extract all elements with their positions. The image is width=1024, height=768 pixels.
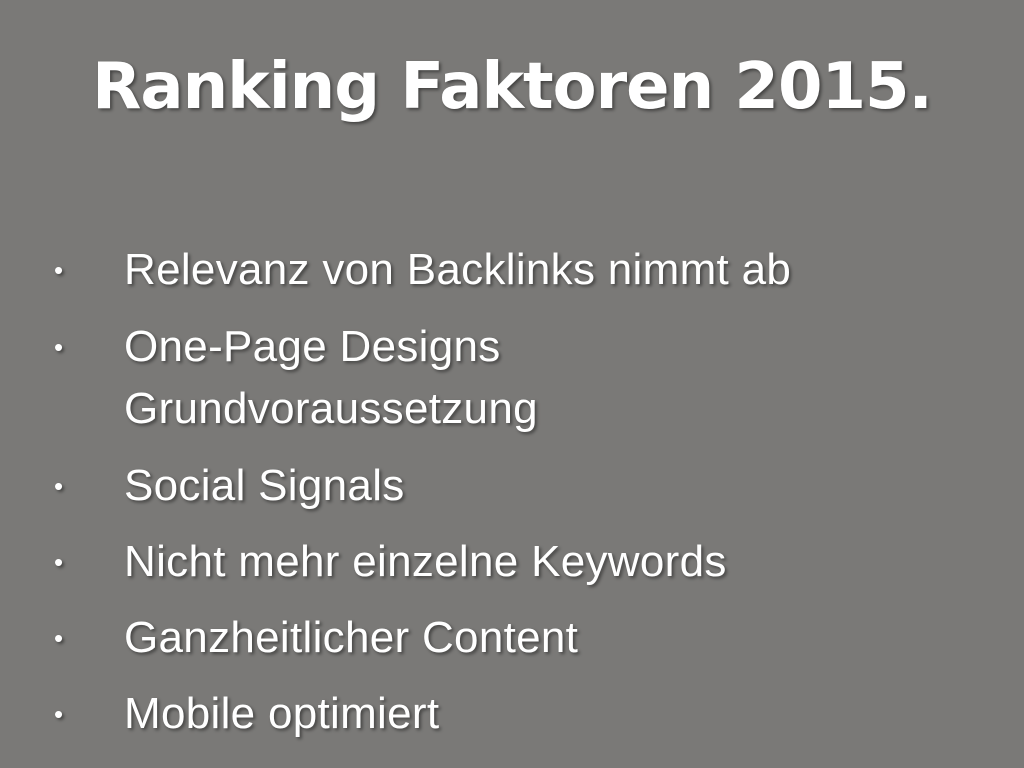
bullet-item: • Mobile optimiert: [54, 684, 791, 744]
bullet-item: • Nicht mehr einzelne Keywords: [54, 532, 791, 592]
bullet-text: One-Page Designs Grundvoraussetzung: [124, 322, 538, 433]
slide-title: Ranking Faktoren 2015.: [92, 50, 933, 124]
bullet-text: Relevanz von Backlinks nimmt ab: [124, 245, 792, 294]
bullet-text: Mobile optimiert: [124, 689, 440, 738]
bullet-icon: •: [54, 471, 64, 501]
bullet-icon: •: [54, 332, 64, 362]
bullet-text: Nicht mehr einzelne Keywords: [124, 537, 727, 586]
bullet-item: • One-Page Designs Grundvoraussetzung: [54, 316, 791, 440]
bullet-icon: •: [54, 699, 64, 729]
bullet-icon: •: [54, 255, 64, 285]
bullet-text: Social Signals: [124, 461, 405, 510]
bullet-item: • Relevanz von Backlinks nimmt ab: [54, 240, 791, 300]
bullet-list: • Relevanz von Backlinks nimmt ab • One-Pa…: [54, 240, 791, 760]
bullet-icon: •: [54, 547, 64, 577]
bullet-text: Ganzheitlicher Content: [124, 613, 579, 662]
bullet-icon: •: [54, 623, 64, 653]
bullet-item: • Social Signals: [54, 456, 791, 516]
bullet-item: • Ganzheitlicher Content: [54, 608, 791, 668]
